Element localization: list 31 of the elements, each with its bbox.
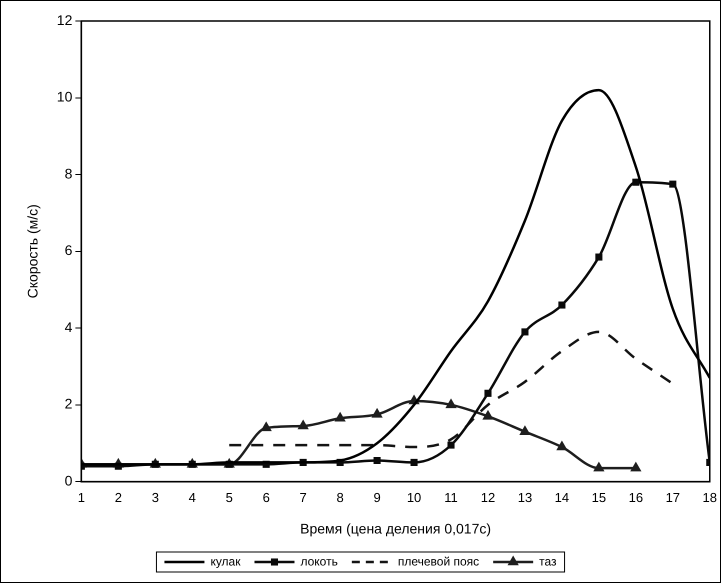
x-tick-label: 15 [592, 490, 606, 505]
x-tick-label: 7 [300, 490, 307, 505]
y-tick-label: 8 [64, 165, 73, 182]
y-tick-label: 10 [56, 88, 73, 105]
legend-label: таз [539, 554, 558, 568]
legend-label: локоть [300, 554, 338, 568]
x-tick-label: 5 [226, 490, 233, 505]
x-axis-title: Время (цена деления 0,017с) [300, 520, 492, 536]
y-tick-label: 0 [64, 472, 73, 488]
x-tick-label: 16 [628, 490, 644, 505]
x-tick-label: 1 [78, 490, 85, 505]
x-tick-label: 2 [114, 490, 122, 505]
x-tick-label: 10 [406, 490, 422, 505]
y-tick-label: 4 [64, 318, 73, 335]
x-tick-label: 18 [702, 490, 718, 505]
x-tick-label: 9 [373, 490, 381, 505]
x-tick-label: 4 [188, 490, 196, 505]
legend-label: кулак [210, 554, 242, 568]
y-tick-label: 2 [64, 396, 73, 412]
x-tick-label: 8 [336, 490, 344, 505]
x-tick-label: 17 [666, 490, 680, 505]
x-tick-label: 14 [554, 490, 570, 505]
legend-label: плечевой пояс [398, 554, 480, 568]
x-tick-label: 3 [152, 490, 159, 505]
y-tick-label: 6 [64, 242, 73, 258]
x-tick-label: 12 [480, 490, 496, 505]
x-tick-label: 13 [518, 490, 532, 505]
x-tick-label: 6 [262, 490, 270, 505]
y-axis-title: Скорость (м/с) [24, 204, 40, 298]
x-tick-label: 11 [444, 490, 458, 505]
y-tick-label: 12 [56, 12, 73, 28]
